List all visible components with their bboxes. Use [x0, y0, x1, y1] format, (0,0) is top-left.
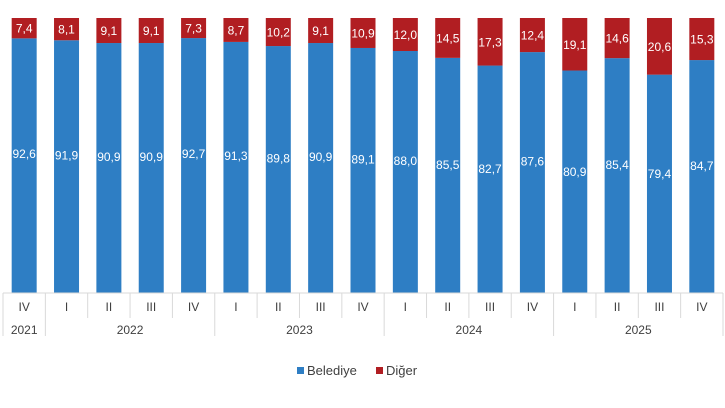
- bar-belediye-7: [308, 43, 334, 294]
- bar-belediye-12: [519, 52, 545, 293]
- bar-belediye-5: [223, 41, 249, 293]
- label-belediye-1: 91,9: [55, 148, 79, 162]
- quarter-label-10: II: [444, 300, 451, 314]
- bar-diger-15: [646, 18, 672, 75]
- quarter-label-3: III: [146, 300, 156, 314]
- quarter-label-11: III: [485, 300, 495, 314]
- quarter-label-15: III: [654, 300, 664, 314]
- bar-diger-7: [308, 18, 334, 44]
- label-belediye-10: 85,5: [436, 158, 460, 172]
- year-label-3: 2024: [456, 323, 483, 337]
- label-belediye-15: 79,4: [648, 167, 672, 181]
- bar-belediye-11: [477, 65, 503, 293]
- label-diger-4: 7,3: [185, 22, 202, 36]
- quarter-label-12: IV: [527, 300, 538, 314]
- label-belediye-14: 85,4: [605, 158, 629, 172]
- label-diger-12: 12,4: [521, 29, 545, 43]
- label-diger-8: 10,9: [351, 26, 375, 40]
- legend-label-1: Diğer: [386, 363, 418, 378]
- label-belediye-0: 92,6: [12, 147, 36, 161]
- bar-diger-13: [562, 18, 588, 71]
- label-diger-5: 8,7: [228, 23, 245, 37]
- bar-belediye-3: [138, 43, 164, 294]
- bar-diger-1: [54, 18, 80, 41]
- bar-belediye-15: [646, 74, 672, 294]
- bar-diger-9: [392, 18, 418, 51]
- bar-diger-10: [435, 18, 461, 58]
- year-label-0: 2021: [11, 323, 38, 337]
- label-diger-0: 7,4: [16, 22, 33, 36]
- bar-belediye-4: [181, 38, 207, 294]
- quarter-label-16: IV: [696, 300, 707, 314]
- label-diger-2: 9,1: [101, 24, 118, 38]
- label-belediye-8: 89,1: [351, 152, 375, 166]
- bars-layer: 92,6 7,4 91,9 8,1 90,9 9,1 90,9 9,1 92,7 7,3 91,3 8…: [11, 18, 715, 294]
- label-diger-7: 9,1: [312, 24, 329, 38]
- label-belediye-5: 91,3: [224, 149, 248, 163]
- bar-belediye-1: [54, 40, 80, 294]
- label-diger-3: 9,1: [143, 24, 160, 38]
- quarter-label-6: II: [275, 300, 282, 314]
- legend-swatch-0: [297, 367, 304, 374]
- quarter-label-7: III: [316, 300, 326, 314]
- legend: Belediye Diğer: [297, 363, 418, 378]
- legend-label-0: Belediye: [307, 363, 357, 378]
- label-belediye-2: 90,9: [97, 150, 121, 164]
- bar-belediye-14: [604, 58, 630, 294]
- legend-swatch-1: [376, 367, 383, 374]
- bar-belediye-9: [392, 51, 418, 293]
- bar-diger-14: [604, 18, 630, 59]
- bar-diger-4: [181, 18, 207, 39]
- bar-belediye-0: [11, 38, 37, 293]
- bar-diger-12: [519, 18, 545, 53]
- bar-diger-8: [350, 18, 376, 48]
- quarter-label-13: I: [573, 300, 576, 314]
- quarter-label-1: I: [65, 300, 68, 314]
- bar-diger-16: [689, 18, 715, 61]
- label-belediye-3: 90,9: [140, 150, 164, 164]
- label-belediye-16: 84,7: [690, 159, 714, 173]
- label-diger-13: 19,1: [563, 38, 587, 52]
- label-diger-6: 10,2: [267, 26, 291, 40]
- label-belediye-12: 87,6: [521, 155, 545, 169]
- bar-belediye-13: [562, 70, 588, 294]
- quarter-label-9: I: [404, 300, 407, 314]
- label-diger-15: 20,6: [648, 40, 672, 54]
- quarter-label-8: IV: [357, 300, 368, 314]
- bar-belediye-16: [689, 60, 715, 294]
- bar-diger-6: [265, 18, 291, 47]
- quarter-label-2: II: [106, 300, 113, 314]
- label-diger-16: 15,3: [690, 33, 714, 47]
- label-belediye-9: 88,0: [394, 154, 418, 168]
- label-belediye-6: 89,8: [267, 151, 291, 165]
- quarter-label-14: II: [614, 300, 621, 314]
- label-belediye-7: 90,9: [309, 150, 333, 164]
- bar-diger-2: [96, 18, 122, 44]
- bar-diger-5: [223, 18, 249, 42]
- label-diger-11: 17,3: [478, 35, 502, 49]
- label-belediye-11: 82,7: [478, 162, 502, 176]
- year-label-2: 2023: [286, 323, 313, 337]
- quarter-label-0: IV: [19, 300, 30, 314]
- bar-diger-11: [477, 18, 503, 66]
- year-label-4: 2025: [625, 323, 652, 337]
- label-diger-1: 8,1: [58, 23, 75, 37]
- quarter-label-5: I: [234, 300, 237, 314]
- label-belediye-13: 80,9: [563, 165, 587, 179]
- bar-belediye-8: [350, 47, 376, 293]
- label-belediye-4: 92,7: [182, 147, 206, 161]
- bar-diger-0: [11, 18, 37, 39]
- bar-belediye-10: [435, 57, 461, 293]
- year-label-1: 2022: [117, 323, 144, 337]
- label-diger-14: 14,6: [605, 32, 629, 46]
- bar-diger-3: [138, 18, 164, 44]
- label-diger-9: 12,0: [394, 28, 418, 42]
- label-diger-10: 14,5: [436, 31, 460, 45]
- bar-belediye-6: [265, 46, 291, 293]
- quarter-label-4: IV: [188, 300, 199, 314]
- bar-belediye-2: [96, 43, 122, 294]
